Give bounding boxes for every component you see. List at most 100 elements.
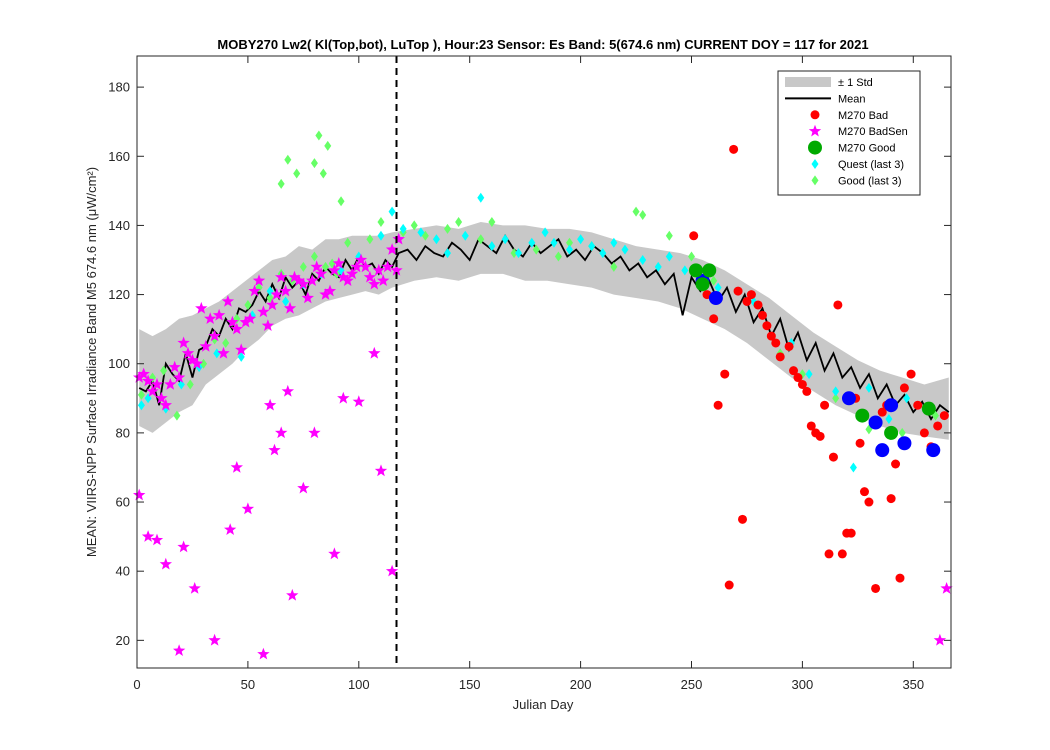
quest-point xyxy=(665,251,673,262)
axes-box xyxy=(136,55,952,669)
quest-point xyxy=(488,241,496,252)
x-tick-label: 0 xyxy=(133,677,140,692)
good-last3-point xyxy=(277,178,285,189)
bad-point xyxy=(886,494,896,504)
legend-box xyxy=(777,70,921,196)
badsen-point xyxy=(268,443,281,456)
legend: ± 1 Std Mean M270 Bad M270 BadSen M270 Good Q… xyxy=(777,70,921,196)
badsen-point xyxy=(186,353,199,366)
badsen-point xyxy=(150,533,164,546)
good-last3-point xyxy=(244,299,252,310)
badsen-point xyxy=(239,315,252,328)
bad-point xyxy=(855,438,865,448)
badsen-point xyxy=(224,523,237,535)
good-last3-point xyxy=(310,158,318,169)
badsen-point xyxy=(308,426,321,439)
badsen-point xyxy=(226,315,239,328)
bad-point xyxy=(895,573,905,583)
badsen-point xyxy=(263,398,277,411)
badsen-point xyxy=(204,312,217,324)
badsen-point xyxy=(190,357,204,369)
quest-point xyxy=(885,414,893,425)
good-last3-point xyxy=(710,275,718,286)
y-axis-title: MEAN: VIIRS-NPP Surface Irradiance Band … xyxy=(84,167,99,557)
good-point xyxy=(884,425,899,440)
badsen-point xyxy=(133,371,146,383)
badsen-point xyxy=(173,371,186,383)
quest-point xyxy=(444,248,452,259)
good-last3-point xyxy=(284,154,292,165)
quest-point xyxy=(399,223,407,234)
good-last3-point xyxy=(832,393,840,404)
badsen-point xyxy=(133,488,146,501)
badsen-point xyxy=(390,263,403,276)
badsen-point xyxy=(286,588,299,601)
good-last3-point xyxy=(293,168,301,179)
bad-point xyxy=(871,583,881,593)
legend-swatch-diamond xyxy=(811,159,819,169)
badsen-point xyxy=(188,582,201,594)
x-tick-label: 150 xyxy=(459,677,481,692)
good-last3-point xyxy=(488,216,496,227)
x-tick-label: 350 xyxy=(902,677,924,692)
good-last3-point xyxy=(319,168,327,179)
quest-point xyxy=(865,382,873,393)
good-last3-point xyxy=(186,379,194,390)
quest-large-point xyxy=(897,436,912,451)
quest-large-point xyxy=(841,391,856,406)
badsen-point xyxy=(346,267,359,280)
quest-point xyxy=(528,237,536,248)
badsen-point xyxy=(385,564,399,577)
quest-point xyxy=(588,241,596,252)
quest-point xyxy=(432,234,440,245)
quest-point xyxy=(377,230,385,241)
badsen-point xyxy=(230,461,243,473)
x-tick-label: 300 xyxy=(792,677,814,692)
badsen-point xyxy=(173,644,186,656)
legend-label: ± 1 Std xyxy=(838,77,873,89)
good-point xyxy=(702,263,717,278)
badsen-point xyxy=(137,367,150,380)
badsen-point xyxy=(310,260,323,273)
good-point xyxy=(688,263,703,278)
bad-point xyxy=(709,314,719,324)
good-last3-point xyxy=(610,261,618,272)
quest-point xyxy=(461,230,469,241)
bad-point xyxy=(824,549,834,559)
quest-point xyxy=(805,369,813,380)
quest-point xyxy=(177,379,185,390)
quest-point xyxy=(610,237,618,248)
badsen-point xyxy=(164,378,177,390)
badsen-point xyxy=(266,298,279,311)
good-last3-point xyxy=(665,230,673,241)
badsen-point xyxy=(392,232,405,245)
bad-point xyxy=(738,514,748,524)
bad-point xyxy=(762,321,772,331)
bad-point xyxy=(793,373,803,383)
legend-swatch-bad xyxy=(810,110,820,120)
badsen-point xyxy=(281,384,294,397)
x-tick-label: 250 xyxy=(681,677,703,692)
good-last3-point xyxy=(173,410,181,421)
good-last3-point xyxy=(315,130,323,141)
bad-point xyxy=(891,459,901,469)
quest-point xyxy=(681,265,689,276)
badsen-point xyxy=(368,346,381,359)
badsen-point xyxy=(141,374,155,387)
quest-point xyxy=(832,386,840,397)
bad-point xyxy=(833,300,843,310)
bad-point xyxy=(828,452,838,462)
badsen-point xyxy=(155,391,168,404)
x-tick-label: 100 xyxy=(348,677,370,692)
badsen-point xyxy=(230,322,243,335)
bad-point xyxy=(733,286,743,296)
badsen-point xyxy=(352,395,365,407)
badsen-point xyxy=(221,295,235,307)
bad-point xyxy=(775,352,785,362)
good-last3-point xyxy=(566,237,574,248)
bad-point xyxy=(906,369,916,379)
badsen-point xyxy=(241,502,255,515)
badsen-point xyxy=(150,378,164,390)
legend-swatch-badsen xyxy=(808,124,822,137)
quest-point xyxy=(388,206,396,217)
